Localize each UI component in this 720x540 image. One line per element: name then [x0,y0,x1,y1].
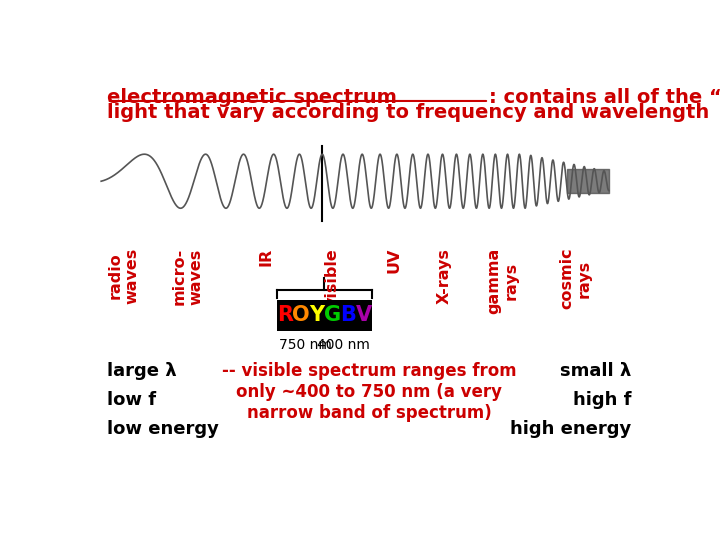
Text: electromagnetic spectrum: electromagnetic spectrum [107,87,397,107]
Text: O: O [292,305,310,325]
Text: large λ: large λ [107,362,176,380]
Text: low f: low f [107,391,156,409]
Text: cosmic
rays: cosmic rays [559,248,592,309]
Text: 750 nm: 750 nm [279,339,331,353]
Text: gamma
rays: gamma rays [487,248,519,314]
Text: low energy: low energy [107,420,219,438]
Text: high energy: high energy [510,420,631,438]
Text: small λ: small λ [560,362,631,380]
Text: high f: high f [573,391,631,409]
Text: visible: visible [325,248,341,307]
Text: light that vary according to frequency and wavelength: light that vary according to frequency a… [107,103,709,122]
Bar [277,300,372,331]
Text: V: V [356,305,372,325]
Text: Y: Y [309,305,324,325]
Text: micro-
waves: micro- waves [171,248,204,305]
Text: R: R [276,305,293,325]
Text: -- visible spectrum ranges from
only ~400 to 750 nm (a very
narrow band of spect: -- visible spectrum ranges from only ~40… [222,362,516,422]
Text: X-rays: X-rays [437,248,452,303]
Text: IR: IR [258,248,274,266]
Text: radio
waves: radio waves [107,248,140,304]
Text: : contains all of the “types” of: : contains all of the “types” of [489,87,720,107]
Text: B: B [340,305,356,325]
Text: G: G [324,305,341,325]
Text: 400 nm: 400 nm [318,339,370,353]
Text: UV: UV [387,248,402,273]
